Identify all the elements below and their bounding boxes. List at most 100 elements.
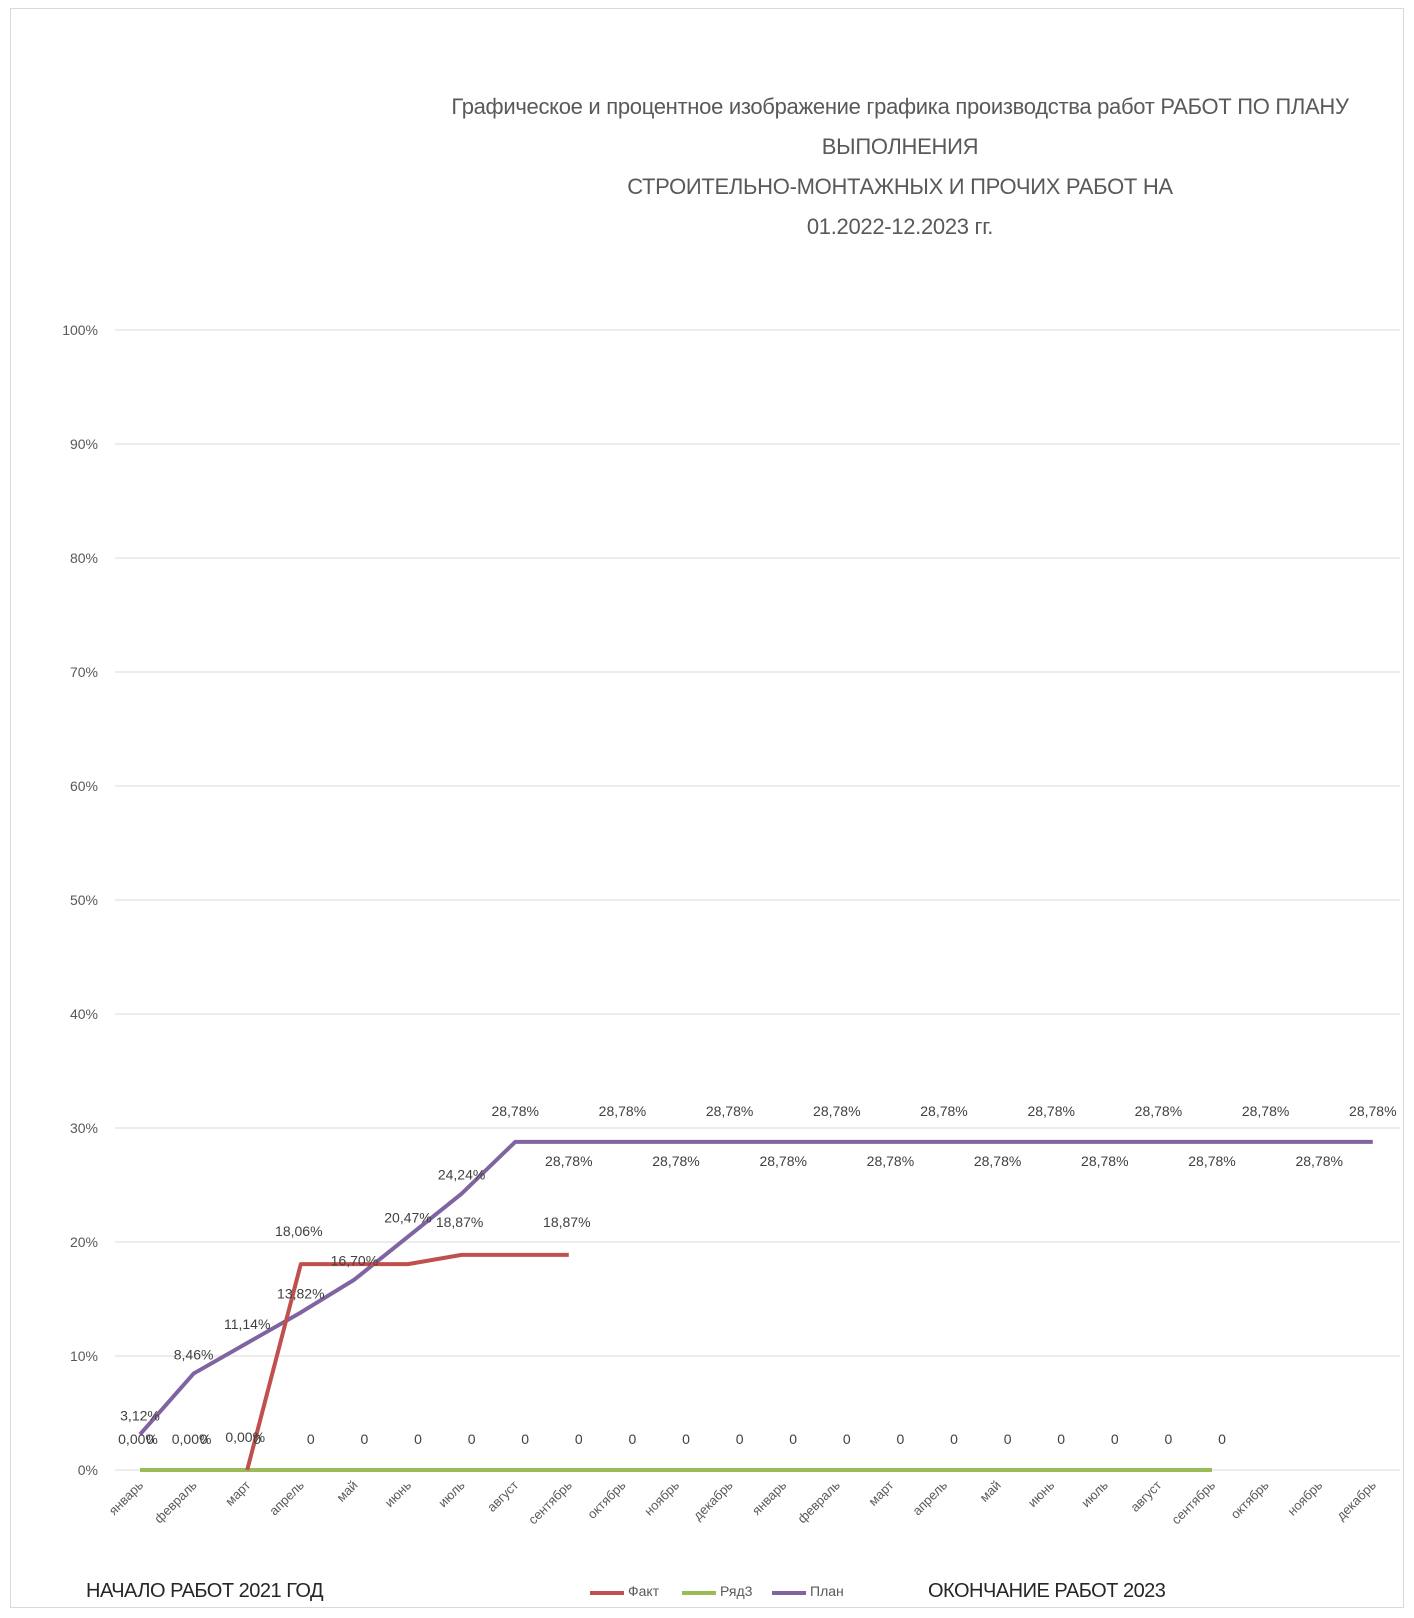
data-label-ryad3: 0 bbox=[897, 1431, 905, 1447]
data-label-ryad3: 0 bbox=[682, 1431, 690, 1447]
data-label-ryad3: 0 bbox=[736, 1431, 744, 1447]
legend-swatch-ryad3 bbox=[682, 1591, 716, 1595]
x-tick-label: январь bbox=[106, 1477, 147, 1518]
data-label-ryad3: 0 bbox=[253, 1431, 261, 1447]
data-label-fakt: 0,00% bbox=[172, 1431, 212, 1447]
x-tick-label: май bbox=[977, 1478, 1004, 1505]
data-label-plan: 28,78% bbox=[706, 1103, 753, 1119]
data-label-ryad3: 0 bbox=[843, 1431, 851, 1447]
data-label-plan: 20,47% bbox=[384, 1210, 431, 1226]
x-tick-label: ноябрь bbox=[641, 1477, 682, 1518]
data-label-plan: 28,78% bbox=[1295, 1153, 1342, 1169]
legend-label-plan: План bbox=[810, 1583, 844, 1599]
series-lines bbox=[138, 1139, 1373, 1472]
data-labels: 0 0 0 0 0 0 0 0 0 0 0 0 0 0 0 0 0 0 0 0 00,00% 0,00% 0,00%18,0… bbox=[118, 1103, 1396, 1447]
data-label-plan: 28,78% bbox=[1081, 1153, 1128, 1169]
y-tick-label: 50% bbox=[70, 892, 98, 908]
data-label-ryad3: 0 bbox=[521, 1431, 529, 1447]
end-caption: ОКОНЧАНИЕ РАБОТ 2023 bbox=[928, 1580, 1166, 1602]
data-label-plan: 28,78% bbox=[652, 1153, 699, 1169]
series-line-0 bbox=[245, 1252, 569, 1471]
data-label-ryad3: 0 bbox=[1004, 1431, 1012, 1447]
y-tick-label: 80% bbox=[70, 550, 98, 566]
data-label-plan: 28,78% bbox=[974, 1153, 1021, 1169]
y-tick-label: 60% bbox=[70, 778, 98, 794]
y-tick-label: 40% bbox=[70, 1006, 98, 1022]
data-label-ryad3: 0 bbox=[1057, 1431, 1065, 1447]
legend-label-fakt: Факт bbox=[628, 1583, 660, 1599]
chart-title-line-4: 01.2022-12.2023 гг. bbox=[806, 214, 994, 239]
data-label-plan: 13,82% bbox=[277, 1285, 324, 1301]
x-tick-label: март bbox=[222, 1477, 253, 1508]
y-tick-label: 70% bbox=[70, 664, 98, 680]
chart-title-line-3: СТРОИТЕЛЬНО-МОНТАЖНЫХ И ПРОЧИХ РАБОТ НА bbox=[627, 174, 1173, 199]
data-label-ryad3: 0 bbox=[307, 1431, 315, 1447]
chart-frame bbox=[10, 8, 1404, 1608]
data-label-ryad3: 0 bbox=[361, 1431, 369, 1447]
data-label-ryad3: 0 bbox=[146, 1431, 154, 1447]
x-tick-label: декабрь bbox=[1333, 1477, 1379, 1523]
legend-swatch-fakt bbox=[590, 1591, 624, 1595]
data-label-ryad3: 0 bbox=[1111, 1431, 1119, 1447]
x-tick-label: сентябрь bbox=[525, 1477, 575, 1527]
x-tick-label: февраль bbox=[794, 1477, 843, 1526]
data-label-plan: 28,78% bbox=[759, 1153, 806, 1169]
y-tick-label: 0% bbox=[78, 1462, 98, 1478]
data-label-fakt: 18,87% bbox=[543, 1214, 590, 1230]
y-axis-tick-labels: 0% 10% 20% 30% 40% 50% 60% 70% 80% 90% 100% bbox=[62, 322, 98, 1478]
x-tick-label: январь bbox=[749, 1477, 790, 1518]
data-label-plan: 28,78% bbox=[1135, 1103, 1182, 1119]
x-tick-label: июнь bbox=[382, 1477, 415, 1510]
data-label-ryad3: 0 bbox=[1218, 1431, 1226, 1447]
data-label-plan: 24,24% bbox=[438, 1167, 485, 1183]
data-label-ryad3: 0 bbox=[200, 1431, 208, 1447]
legend-label-ryad3: Ряд3 bbox=[720, 1583, 753, 1599]
y-tick-label: 20% bbox=[70, 1234, 98, 1250]
data-label-plan: 8,46% bbox=[174, 1347, 214, 1363]
x-axis-tick-labels: январь февраль март апрель май июнь июль август… bbox=[106, 1477, 1379, 1527]
x-tick-label: октябрь bbox=[584, 1477, 628, 1521]
x-tick-label: август bbox=[1127, 1477, 1164, 1514]
data-label-ryad3: 0 bbox=[1165, 1431, 1173, 1447]
data-label-ryad3: 0 bbox=[950, 1431, 958, 1447]
data-label-plan: 28,78% bbox=[813, 1103, 860, 1119]
x-tick-label: октябрь bbox=[1228, 1477, 1272, 1521]
data-label-fakt: 0,00% bbox=[118, 1431, 158, 1447]
data-label-ryad3: 0 bbox=[629, 1431, 637, 1447]
data-label-plan: 16,70% bbox=[331, 1253, 378, 1269]
data-label-ryad3: 0 bbox=[575, 1431, 583, 1447]
data-label-plan: 3,12% bbox=[120, 1407, 160, 1423]
x-tick-label: август bbox=[484, 1477, 521, 1514]
data-label-plan: 28,78% bbox=[1349, 1103, 1396, 1119]
x-tick-label: апрель bbox=[266, 1477, 307, 1518]
x-tick-label: февраль bbox=[151, 1477, 200, 1526]
chart-title-line-2: ВЫПОЛНЕНИЯ bbox=[821, 134, 979, 159]
start-caption: НАЧАЛО РАБОТ 2021 ГОД bbox=[86, 1580, 324, 1602]
data-label-plan: 11,14% bbox=[224, 1316, 270, 1332]
y-tick-label: 10% bbox=[70, 1348, 98, 1364]
data-label-fakt: 18,87% bbox=[436, 1214, 483, 1230]
data-label-plan: 28,78% bbox=[1027, 1103, 1074, 1119]
x-tick-label: ноябрь bbox=[1284, 1477, 1325, 1518]
data-label-ryad3: 0 bbox=[468, 1431, 476, 1447]
data-label-plan: 28,78% bbox=[545, 1153, 592, 1169]
data-label-plan: 28,78% bbox=[920, 1103, 967, 1119]
y-tick-label: 30% bbox=[70, 1120, 98, 1136]
data-label-ryad3: 0 bbox=[789, 1431, 797, 1447]
x-tick-label: июль bbox=[1078, 1477, 1111, 1510]
x-tick-label: сентябрь bbox=[1168, 1477, 1218, 1527]
data-label-plan: 28,78% bbox=[599, 1103, 646, 1119]
y-tick-label: 100% bbox=[62, 322, 98, 338]
legend-swatch-plan bbox=[772, 1591, 806, 1595]
data-label-ryad3: 0 bbox=[414, 1431, 422, 1447]
x-tick-label: май bbox=[333, 1478, 360, 1505]
data-label-fakt: 0,00% bbox=[225, 1429, 265, 1445]
data-label-plan: 28,78% bbox=[1188, 1153, 1235, 1169]
chart-title-line-1: Графическое и процентное изображение гра… bbox=[451, 94, 1349, 119]
x-tick-label: июль bbox=[435, 1477, 468, 1510]
data-label-plan: 28,78% bbox=[1242, 1103, 1289, 1119]
data-label-plan: 28,78% bbox=[491, 1103, 538, 1119]
y-tick-label: 90% bbox=[70, 436, 98, 452]
x-tick-label: июнь bbox=[1025, 1477, 1058, 1510]
